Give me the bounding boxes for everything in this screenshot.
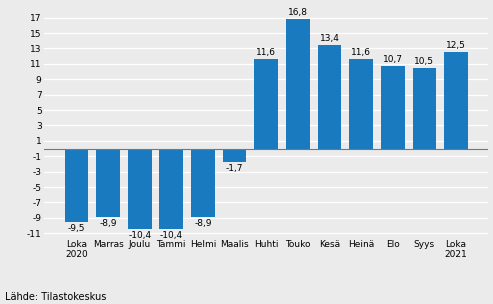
Text: 16,8: 16,8 xyxy=(288,8,308,17)
Bar xyxy=(128,149,151,229)
Text: -1,7: -1,7 xyxy=(226,164,244,173)
Bar xyxy=(444,52,468,149)
Text: 10,7: 10,7 xyxy=(383,55,403,64)
Text: 11,6: 11,6 xyxy=(256,48,276,57)
Text: -9,5: -9,5 xyxy=(68,224,85,233)
Bar xyxy=(381,66,405,149)
Bar xyxy=(317,45,341,149)
Text: Lähde: Tilastokeskus: Lähde: Tilastokeskus xyxy=(5,292,106,302)
Bar xyxy=(286,19,310,149)
Text: 11,6: 11,6 xyxy=(351,48,371,57)
Text: -8,9: -8,9 xyxy=(99,219,117,228)
Text: -8,9: -8,9 xyxy=(194,219,211,228)
Text: 12,5: 12,5 xyxy=(446,41,466,50)
Text: -10,4: -10,4 xyxy=(128,230,151,240)
Bar xyxy=(254,59,278,149)
Bar xyxy=(349,59,373,149)
Bar xyxy=(96,149,120,217)
Bar xyxy=(413,68,436,149)
Bar xyxy=(223,149,246,162)
Text: -10,4: -10,4 xyxy=(160,230,183,240)
Bar xyxy=(159,149,183,229)
Text: 13,4: 13,4 xyxy=(319,34,339,43)
Text: 10,5: 10,5 xyxy=(415,57,434,66)
Bar xyxy=(191,149,215,217)
Bar xyxy=(65,149,88,222)
